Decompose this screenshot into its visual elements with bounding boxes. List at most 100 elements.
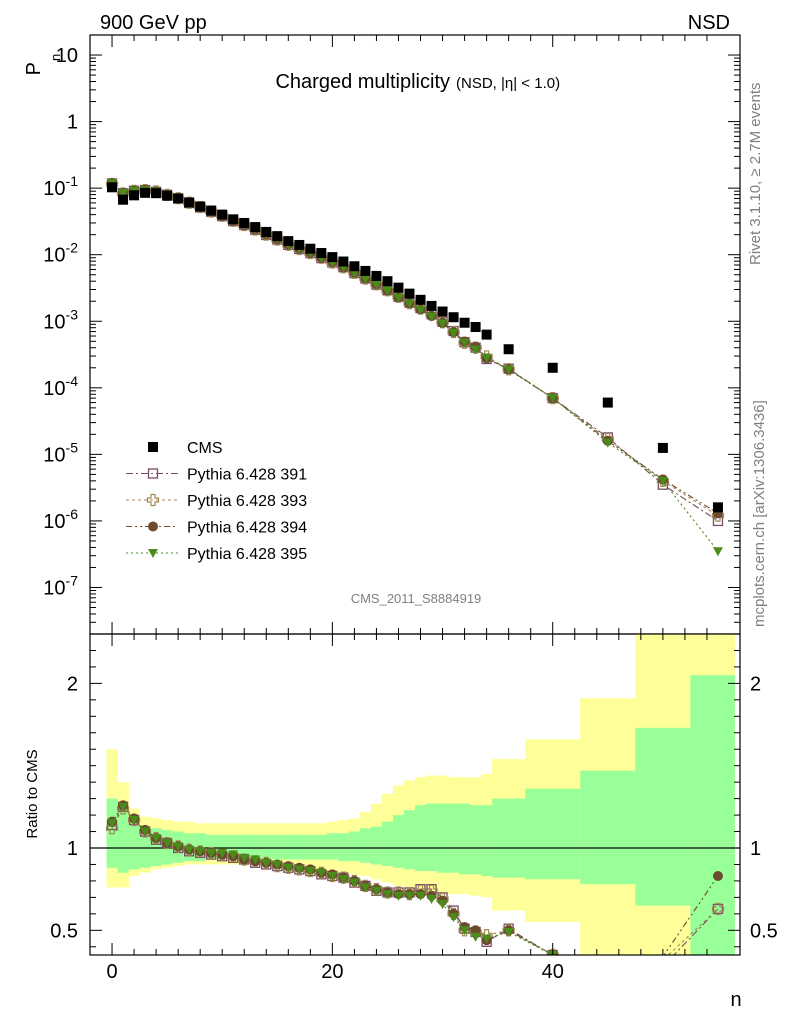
ratio-point-p395: [382, 890, 393, 900]
band-inner: [403, 810, 416, 870]
ratio-frame: [89, 633, 741, 956]
point-cms: [547, 362, 558, 373]
ratio-y-tick-label: 2: [67, 673, 78, 695]
point-cms: [657, 442, 668, 453]
point-cms: [129, 190, 140, 201]
y-tick-label: 10-5: [43, 439, 78, 466]
point-p395: [503, 365, 514, 375]
point-cms: [426, 300, 437, 311]
point-cms: [338, 256, 349, 267]
ratio-point-p395: [470, 932, 481, 942]
ratio-y-tick-label-right: 2: [750, 673, 761, 695]
band-inner: [459, 803, 471, 875]
band-inner: [437, 803, 449, 873]
legend: CMS Pythia 6.428 391 Pythia 6.428 393 Pythi…: [126, 440, 307, 563]
point-cms: [382, 276, 393, 287]
band-inner: [315, 834, 328, 860]
point-cms: [371, 270, 382, 281]
band-inner: [117, 811, 129, 873]
ratio-point-p395: [206, 848, 217, 858]
point-cms: [327, 252, 338, 263]
chart-title: Charged multiplicity: [275, 71, 450, 93]
process-label: NSD: [688, 12, 730, 34]
ratio-point-p395: [118, 802, 129, 812]
ratio-panel: 0.5 0.51 12 20 20 40 Ratio to CMS n: [24, 633, 778, 1011]
ratio-point-p395: [228, 850, 239, 860]
rivet-version: Rivet 3.1.10, ≥ 2.7M events: [747, 83, 764, 266]
legend-marker-cms: [148, 442, 158, 452]
band-inner: [249, 834, 262, 860]
band-inner: [216, 834, 229, 860]
band-inner: [392, 815, 405, 868]
point-cms: [503, 344, 514, 355]
ratio-point-p393: [711, 902, 725, 916]
ratio-point-p395: [448, 913, 459, 923]
main-panel: 10-7 10-6 10-5 10-4 10-3 10-2 10-1 1 10 Charged …: [23, 34, 741, 635]
y-tick-label: 10-7: [43, 572, 78, 599]
ratio-point-p395: [239, 853, 250, 863]
point-cms: [448, 312, 459, 323]
point-cms: [360, 265, 371, 276]
x-tick-label: 20: [321, 961, 343, 983]
ratio-y-tick-label-right: 1: [750, 838, 761, 860]
band-inner: [370, 826, 383, 865]
ratio-point-p395: [107, 819, 118, 829]
point-p395: [547, 394, 558, 404]
ratio-point-p395: [261, 858, 272, 868]
ratio-point-p395: [162, 839, 173, 849]
band-inner: [128, 823, 140, 870]
point-p395: [371, 280, 382, 290]
band-inner: [359, 828, 372, 863]
point-cms: [151, 188, 162, 199]
ratio-point-p395: [283, 863, 294, 873]
point-p395: [657, 476, 668, 486]
y-tick-label: 10-1: [43, 173, 78, 200]
band-inner: [271, 834, 284, 860]
ratio-point-p395: [415, 891, 426, 901]
point-cms: [283, 236, 294, 247]
ratio-point-p395: [437, 899, 448, 909]
legend-label-p394: Pythia 6.428 394: [187, 520, 307, 537]
main-frame: [89, 34, 741, 635]
ratio-point-p395: [140, 827, 151, 837]
ratio-line-p395: [111, 805, 555, 955]
point-cms: [162, 190, 173, 201]
point-p395: [448, 328, 459, 338]
ratio-point-p395: [327, 871, 338, 881]
band-inner: [470, 805, 482, 875]
point-p395: [349, 269, 360, 279]
ratio-point-p395: [250, 855, 261, 865]
point-cms: [305, 243, 316, 254]
ratio-point-p395: [316, 868, 327, 878]
band-inner: [282, 834, 295, 860]
band-inner: [635, 727, 691, 906]
band-inner: [293, 834, 306, 860]
band-inner: [426, 803, 438, 872]
legend-label-p395: Pythia 6.428 395: [187, 546, 307, 563]
point-cms: [459, 317, 470, 328]
point-cms: [250, 222, 261, 233]
point-p395: [712, 547, 723, 557]
band-inner: [337, 833, 350, 862]
point-p395: [118, 189, 129, 199]
ratio-point-p394: [712, 870, 723, 881]
x-tick-label: 40: [542, 961, 564, 983]
band-inner: [150, 828, 163, 867]
point-cms: [712, 502, 723, 513]
ratio-point-p395: [371, 886, 382, 896]
ratio-point-p395: [151, 834, 162, 844]
series-line-p395: [111, 182, 719, 552]
point-cms: [118, 194, 129, 205]
point-cms: [404, 288, 415, 299]
point-cms: [140, 187, 151, 198]
collision-label: 900 GeV pp: [100, 12, 207, 34]
point-cms: [107, 182, 118, 193]
ratio-point-p395: [173, 842, 184, 852]
ratio-point-p395: [272, 860, 283, 870]
y-tick-label: 10: [56, 45, 78, 67]
legend-label-p393: Pythia 6.428 393: [187, 493, 307, 510]
ratio-point-p395: [360, 883, 371, 893]
point-cms: [239, 217, 250, 228]
point-cms: [415, 294, 426, 305]
ratio-point-p395: [129, 816, 140, 826]
